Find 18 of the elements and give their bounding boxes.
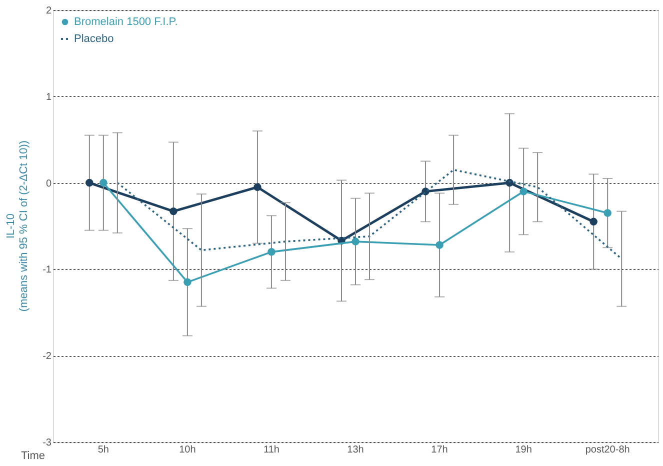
y-tick-label: -3: [42, 438, 52, 448]
x-tick-label: 17h: [431, 444, 448, 456]
x-tick-label: 5h: [98, 444, 109, 456]
y-tick-label: 0: [46, 178, 52, 190]
x-tick-label: 19h: [515, 444, 532, 456]
legend-label: Bromelain 1500 F.I.P.: [74, 16, 178, 28]
x-tick-label: 10h: [179, 444, 196, 456]
x-tick-label: 11h: [263, 444, 280, 456]
y-tick-label: 1: [46, 92, 52, 103]
x-axis-title: Time: [20, 450, 45, 462]
legend-label: Placebo: [74, 33, 114, 45]
y-axis-title: IL-10 (means with 95 % CI of (2-ΔCt 10)): [5, 140, 30, 312]
x-tick-label: 13h: [347, 444, 364, 456]
y-tick-label: -1: [42, 264, 52, 276]
y-tick-label: 2: [46, 6, 52, 16]
y-tick-label: -2: [42, 351, 52, 362]
line-series: [116, 168, 622, 260]
x-tick-label: post20-8h: [585, 444, 630, 456]
